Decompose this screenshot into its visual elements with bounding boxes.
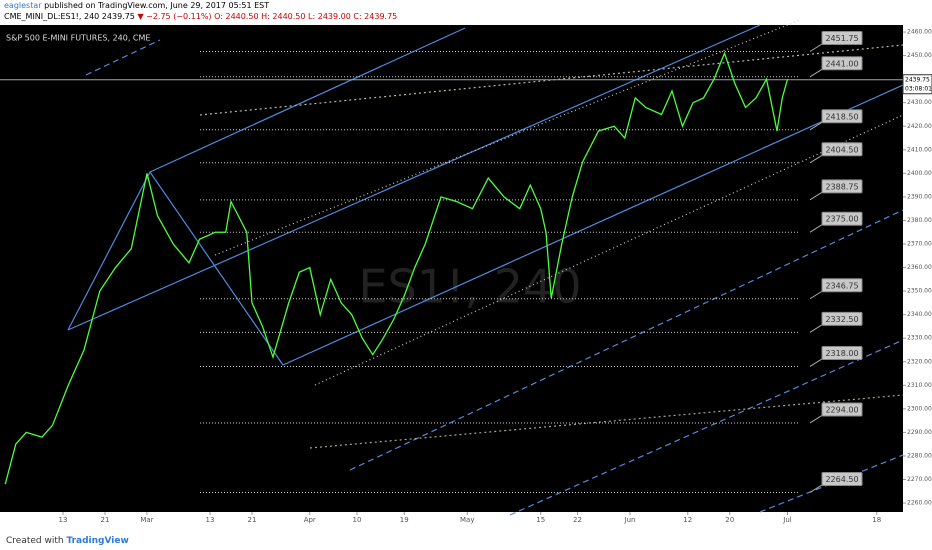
price-line — [4, 51, 789, 485]
callout-box — [821, 345, 863, 360]
callout-box — [821, 109, 863, 124]
pitchfork — [67, 170, 284, 366]
brand[interactable]: TradingView — [66, 536, 129, 546]
level-label: 2441.00 — [825, 59, 858, 68]
last-price-box — [902, 74, 932, 95]
dashed-line — [349, 209, 904, 471]
last: 2439.75 — [101, 12, 135, 21]
level-label: 2404.50 — [825, 145, 858, 154]
drawings — [67, 19, 904, 516]
callout-box — [821, 311, 863, 326]
x-tick-label: 12 — [683, 516, 692, 524]
y-tick-label: 2460.00 — [907, 29, 932, 36]
y-tick-label: 2360.00 — [907, 264, 932, 271]
callout-box — [821, 278, 863, 293]
x-tick-label: 13 — [59, 516, 68, 524]
level-label: 2318.00 — [825, 349, 858, 358]
y-tick-label: 2410.00 — [907, 146, 932, 153]
x-tick-label: Apr — [304, 516, 316, 524]
countdown: 03:08:01 — [905, 85, 932, 92]
level-label: 2375.00 — [825, 215, 858, 224]
dashed-line — [509, 339, 904, 516]
x-tick-label: 18 — [872, 516, 881, 524]
chart: ES1!, 240 S&P 500 E-MINI FUTURES, 240, C… — [0, 19, 932, 526]
level-label: 2294.00 — [825, 405, 858, 414]
channel-line — [67, 24, 761, 331]
level-label: 2451.75 — [825, 34, 858, 43]
callout-box — [821, 471, 863, 486]
callout-box — [821, 179, 863, 194]
y-tick-label: 2340.00 — [907, 311, 932, 318]
y-tick-label: 2330.00 — [907, 335, 932, 342]
x-axis-bg — [0, 512, 903, 526]
level-label: 2418.50 — [825, 112, 858, 121]
y-tick-label: 2430.00 — [907, 99, 932, 106]
level-label: 2332.50 — [825, 315, 858, 324]
y-tick-label: 2290.00 — [907, 429, 932, 436]
quote-line: CME_MINI_DL:ES1!, 240 2439.75 ▼ −2.75 (−… — [4, 11, 932, 22]
y-tick-label: 2450.00 — [907, 52, 932, 59]
y-tick-label: 2260.00 — [907, 500, 932, 507]
x-tick-label: May — [460, 516, 474, 524]
publish-line: eaglestar published on TradingView.com, … — [4, 0, 932, 11]
x-tick-label: 21 — [101, 516, 110, 524]
close: C: 2439.75 — [353, 12, 398, 21]
header: eaglestar published on TradingView.com, … — [0, 0, 932, 25]
x-tick-label: 21 — [248, 516, 257, 524]
x-tick-label: 22 — [573, 516, 582, 524]
dashed-line — [759, 454, 904, 513]
x-tick-label: 15 — [536, 516, 545, 524]
callout-box — [821, 56, 863, 71]
symbol: CME_MINI_DL:ES1!, 240 — [4, 12, 100, 21]
y-tick-label: 2380.00 — [907, 217, 932, 224]
plot-bg — [0, 25, 903, 512]
low: L: 2439.00 — [308, 12, 351, 21]
dashed-line — [85, 39, 161, 76]
author[interactable]: eaglestar — [4, 1, 42, 10]
callout-box — [821, 211, 863, 226]
channel-line — [149, 27, 466, 173]
y-tick-label: 2350.00 — [907, 288, 932, 295]
change: ▼ −2.75 (−0.11%) — [137, 12, 212, 21]
x-tick-label: 10 — [353, 516, 362, 524]
open: O: 2440.50 — [214, 12, 259, 21]
x-tick-label: 20 — [725, 516, 734, 524]
last-price-label: 2439.75 — [905, 76, 930, 83]
created: Created with — [6, 536, 64, 546]
level-label: 2346.75 — [825, 281, 858, 290]
x-tick-label: 19 — [400, 516, 409, 524]
footer: Created with TradingView — [0, 532, 932, 550]
level-label: 2264.50 — [825, 475, 858, 484]
y-tick-label: 2310.00 — [907, 382, 932, 389]
y-axis-bg — [903, 25, 932, 525]
callout-box — [821, 402, 863, 417]
watermark: ES1!, 240 — [358, 260, 581, 314]
x-tick-label: Mar — [140, 516, 153, 524]
y-tick-label: 2270.00 — [907, 476, 932, 483]
y-tick-label: 2280.00 — [907, 452, 932, 459]
y-tick-label: 2370.00 — [907, 241, 932, 248]
x-tick-label: Jul — [782, 516, 792, 524]
channel-line — [282, 84, 904, 366]
x-tick-label: 13 — [206, 516, 215, 524]
y-tick-label: 2400.00 — [907, 170, 932, 177]
callout-box — [821, 142, 863, 157]
callout-box — [821, 30, 863, 45]
y-tick-label: 2320.00 — [907, 358, 932, 365]
y-tick-label: 2420.00 — [907, 123, 932, 130]
chart-title: S&P 500 E-MINI FUTURES, 240, CME — [6, 34, 150, 43]
dotted-line — [309, 394, 904, 449]
y-tick-label: 2300.00 — [907, 405, 932, 412]
published: published on TradingView.com, June 29, 2… — [44, 1, 270, 10]
level-label: 2388.75 — [825, 182, 858, 191]
x-tick-label: Jun — [624, 516, 636, 524]
y-tick-label: 2390.00 — [907, 193, 932, 200]
high: H: 2440.50 — [261, 12, 306, 21]
